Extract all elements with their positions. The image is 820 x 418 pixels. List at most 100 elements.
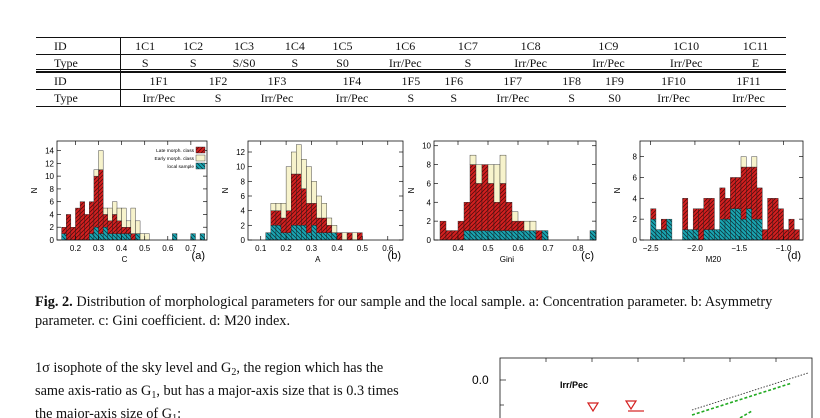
- histogram-bar: [144, 233, 150, 241]
- histogram-bar: [469, 154, 477, 165]
- histogram-bar: [481, 230, 489, 241]
- histogram-bar: [336, 232, 343, 241]
- table-cell-type: E: [751, 56, 760, 70]
- histogram-bar: [61, 227, 67, 234]
- x-tick-label: 0.7: [542, 244, 554, 253]
- histogram-bar: [346, 232, 353, 241]
- table-header-type: Type: [36, 89, 121, 107]
- histogram-bar: [475, 164, 483, 184]
- histogram-bar: [130, 233, 136, 241]
- histogram-bar: [296, 144, 302, 175]
- histogram-bar: [756, 218, 763, 241]
- table-cell-type: Irr/Pec: [260, 91, 294, 105]
- histogram-bar: [493, 202, 501, 231]
- histogram-bar: [589, 230, 597, 241]
- table-cell-type: S: [291, 56, 299, 70]
- histogram-bar: [751, 166, 758, 220]
- y-tick-label: 10: [422, 142, 431, 151]
- table-cell-id: 1C1: [120, 37, 170, 55]
- histogram-bar: [321, 232, 327, 241]
- x-axis-label: M20: [706, 255, 722, 264]
- histogram-bar: [487, 230, 495, 241]
- histogram-bar: [331, 232, 338, 241]
- histogram-bar: [301, 188, 307, 226]
- histogram-bar: [475, 230, 483, 241]
- figure-caption: Fig. 2. Distribution of morphological pa…: [35, 293, 787, 331]
- table-cell-id: 1C4: [271, 37, 319, 55]
- histogram-bar: [135, 233, 141, 241]
- plot-y-tick-label: 0.0: [472, 373, 489, 387]
- histogram-bar: [306, 203, 312, 233]
- y-tick-label: 4: [633, 194, 638, 203]
- histogram-bar: [190, 233, 196, 241]
- histogram-bar: [116, 220, 122, 234]
- histogram-bar: [740, 166, 747, 220]
- plot-frame: [499, 357, 813, 418]
- histogram-panel-b: 0 2 4 6 8 10 12 0.1 0.2 0.3 0.4 0.5 0.6 A N (b): [221, 140, 404, 264]
- y-tick-label: 8: [633, 153, 638, 162]
- histogram-bar: [107, 233, 113, 241]
- histogram-bar: [89, 233, 95, 241]
- histogram-bar: [751, 218, 758, 241]
- histogram-bar: [275, 225, 282, 241]
- histogram-bar: [445, 230, 453, 241]
- histogram-bar: [778, 208, 784, 241]
- body-text: the major-axis size of G: [35, 406, 173, 418]
- table-cell-type: S/S0: [232, 56, 256, 70]
- histogram-bar: [703, 229, 710, 241]
- histogram-bar: [499, 154, 507, 184]
- histogram-bar: [280, 203, 287, 219]
- body-subscript: 1: [151, 390, 157, 401]
- x-tick-label: 0.5: [357, 244, 369, 253]
- histogram-bar: [102, 227, 108, 241]
- x-tick-label: 0.3: [306, 244, 318, 253]
- table-header-id: ID: [36, 72, 121, 90]
- morphology-table-1f: ID 1F1 1F2 1F3 1F4 1F5 1F6 1F7 1F8 1F9 1…: [36, 72, 786, 107]
- histogram-bar: [121, 233, 127, 241]
- histogram-bar: [756, 187, 763, 220]
- table-cell-id: 1C8: [491, 37, 570, 55]
- histogram-bar: [291, 225, 297, 241]
- y-tick-label: 8: [50, 185, 55, 194]
- x-tick-label: 0.1: [255, 244, 267, 253]
- table-cell-type: S0: [336, 56, 349, 70]
- histogram-bar: [687, 229, 694, 241]
- table-divider: [36, 69, 786, 70]
- table-cell-id: 1F3: [239, 72, 315, 90]
- y-tick-label: 12: [236, 148, 245, 157]
- table-cell-type: S: [568, 91, 575, 105]
- histogram-bar: [116, 233, 122, 241]
- table-cell-id: 1C3: [217, 37, 272, 55]
- body-subscript: 1: [172, 413, 177, 418]
- x-tick-label: 0.6: [162, 244, 174, 253]
- body-text: 1σ isophote of the sky level and G: [35, 360, 232, 376]
- histogram-bar: [93, 227, 99, 241]
- panel-frame: [433, 140, 597, 241]
- histogram-bar: [121, 227, 127, 234]
- histogram-legend: Late morph. class Early morph. class local…: [155, 146, 206, 170]
- histogram-bar: [487, 183, 495, 231]
- x-tick-label: 0.7: [185, 244, 197, 253]
- histogram-bar: [270, 203, 277, 211]
- histogram-bar: [788, 218, 795, 241]
- table-cell-id: 1C6: [366, 37, 445, 55]
- histogram-bar: [463, 230, 471, 241]
- histogram-bar: [475, 183, 483, 231]
- histogram-bar: [505, 230, 513, 241]
- histogram-bar: [767, 198, 774, 241]
- table-cell-id: 1F2: [196, 72, 240, 90]
- x-tick-label: −1.5: [731, 244, 747, 253]
- histogram-bar: [451, 230, 459, 241]
- y-tick-label: 2: [427, 217, 432, 226]
- histogram-panel-d: 0 2 4 6 8 −2.5 −2.0 −1.5 −1.0 M20 N (d): [613, 140, 804, 264]
- histogram-bar: [84, 214, 90, 241]
- histogram-bar: [529, 220, 537, 231]
- panel-frame: [56, 140, 208, 241]
- histogram-bar: [296, 173, 302, 226]
- histogram-bar: [331, 225, 338, 233]
- y-tick-label: 8: [241, 177, 246, 186]
- histogram-bar: [751, 156, 758, 168]
- histogram-bar: [66, 214, 72, 241]
- legend-label: Late morph. class: [156, 148, 194, 154]
- histogram-bar: [511, 211, 519, 222]
